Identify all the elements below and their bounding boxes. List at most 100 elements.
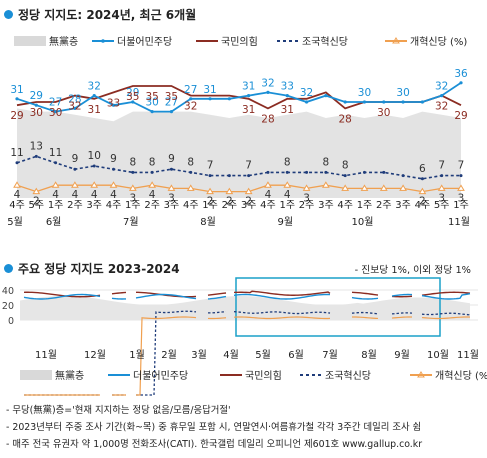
dem-label: 31 bbox=[242, 81, 255, 93]
x-tick-label: 12월 bbox=[84, 349, 106, 361]
rebuild-point bbox=[266, 170, 270, 174]
rebuild-point bbox=[208, 174, 212, 178]
section-title-recent: 정당 지지도: 2024년, 최근 6개월 bbox=[4, 6, 196, 23]
dem-label: 30 bbox=[358, 87, 371, 99]
dem-label: 28 bbox=[68, 93, 81, 105]
x-tick-label: 8월 bbox=[361, 349, 377, 361]
legend-label-ppp: 국민의힘 bbox=[221, 36, 258, 48]
dem-label: 32 bbox=[261, 77, 274, 89]
ppp-label: 29 bbox=[10, 110, 23, 122]
ppp-label: 35 bbox=[126, 91, 139, 103]
week-tick-label: 1주 bbox=[202, 200, 218, 211]
dem-point bbox=[208, 97, 212, 101]
dem-label: 31 bbox=[10, 84, 23, 96]
legend-label-ppp: 국민의힘 bbox=[245, 370, 282, 382]
reform-label: 2 bbox=[245, 196, 252, 208]
reform-label: 4 bbox=[72, 189, 79, 201]
legend-label-reform: 개혁신당 (%) bbox=[410, 36, 467, 48]
week-tick-label: 4주 bbox=[415, 200, 431, 211]
x-tick-label: 11월 bbox=[457, 349, 479, 361]
reform-point bbox=[51, 181, 60, 188]
highlight-box bbox=[235, 277, 441, 337]
reform-line bbox=[16, 184, 461, 193]
dem-label: 27 bbox=[165, 97, 178, 109]
month-tick-label: 8월 bbox=[200, 216, 216, 228]
dem-point bbox=[420, 100, 424, 104]
dem-point bbox=[34, 103, 38, 107]
footnote-2: - 2023년부터 주중 조사 기간(화~목) 중 휴무일 포함 시, 연말연시… bbox=[6, 422, 422, 433]
month-tick-label: 9월 bbox=[277, 216, 293, 228]
dem-label: 30 bbox=[396, 87, 409, 99]
legend-swatch-none bbox=[14, 36, 46, 46]
legend-label-none: 無黨층 bbox=[49, 35, 78, 48]
week-tick-label: 4주 bbox=[183, 200, 199, 211]
month-tick-label: 5월 bbox=[7, 216, 23, 228]
rebuild-point bbox=[150, 170, 154, 174]
dem-line bbox=[16, 82, 462, 113]
bullet-icon bbox=[4, 10, 13, 19]
ppp-label: 28 bbox=[338, 113, 351, 125]
dem-label: 31 bbox=[203, 84, 216, 96]
reform-point bbox=[71, 181, 79, 188]
rebuild-label: 8 bbox=[284, 156, 291, 168]
reform-point bbox=[128, 184, 137, 191]
rebuild-line bbox=[16, 155, 461, 180]
ppp-label: 32 bbox=[435, 101, 448, 113]
ppp-label: 30 bbox=[30, 107, 43, 119]
reform-point bbox=[283, 181, 292, 188]
rebuild-point bbox=[362, 170, 366, 174]
dem-label: 29 bbox=[30, 90, 43, 102]
reform-point bbox=[399, 184, 407, 191]
x-tick-label: 3월 bbox=[191, 349, 207, 361]
reform-label: 3 bbox=[438, 192, 445, 204]
x-tick-label: 7월 bbox=[322, 349, 338, 361]
reform-point bbox=[457, 184, 465, 191]
reform-label: 4 bbox=[265, 189, 272, 201]
rebuild-point bbox=[382, 170, 386, 174]
reform-point bbox=[264, 181, 272, 188]
legend-label-rebuild: 조국혁신당 bbox=[325, 370, 371, 382]
reform-label: 3 bbox=[458, 192, 465, 204]
footnote-3: - 매주 전국 유권자 약 1,000명 전화조사(CATI). 한국갤럽 데일… bbox=[6, 439, 423, 450]
x-tick-label: 2월 bbox=[161, 349, 177, 361]
reform-point bbox=[32, 187, 41, 195]
rebuild-label: 7 bbox=[245, 160, 252, 172]
legend-label-dem: 더불어민주당 bbox=[117, 36, 172, 48]
week-tick-label: 4주 bbox=[106, 200, 122, 211]
week-tick-label: 2주 bbox=[144, 200, 160, 211]
rebuild-point bbox=[285, 170, 289, 174]
week-tick-label: 1주 bbox=[279, 200, 295, 211]
week-tick-label: 1주 bbox=[125, 200, 141, 211]
dem-point bbox=[15, 97, 19, 101]
reform-label: 3 bbox=[129, 192, 136, 204]
week-tick-label: 2주 bbox=[222, 200, 238, 211]
reform-label: 2 bbox=[419, 196, 426, 208]
x-tick-label: 4월 bbox=[223, 349, 239, 361]
rebuild-point bbox=[420, 177, 424, 181]
dem-point bbox=[189, 97, 193, 101]
rebuild-label: 9 bbox=[110, 153, 117, 165]
x-tick-label: 9월 bbox=[394, 349, 410, 361]
reform-point bbox=[302, 184, 311, 191]
rebuild-point bbox=[459, 174, 463, 178]
ppp-label: 33 bbox=[107, 97, 120, 109]
reform-label: 2 bbox=[226, 196, 233, 208]
other-parties-note: - 진보당 1%, 이외 정당 1% bbox=[354, 265, 471, 276]
month-tick-label: 6월 bbox=[46, 216, 62, 228]
week-tick-label: 4주 bbox=[260, 200, 276, 211]
reform-point bbox=[13, 181, 21, 188]
reform-point bbox=[341, 184, 350, 191]
ppp-label: 32 bbox=[184, 101, 197, 113]
legend-swatch-none bbox=[20, 370, 52, 380]
dem-point bbox=[227, 97, 231, 101]
rebuild-label: 8 bbox=[129, 156, 136, 168]
rebuild-label: 6 bbox=[419, 163, 426, 175]
dem-point bbox=[324, 94, 328, 98]
dem-label: 27 bbox=[184, 84, 197, 96]
dem-point bbox=[304, 100, 309, 104]
week-tick-label: 1주 bbox=[357, 200, 373, 211]
dem-point bbox=[382, 100, 386, 104]
reform-point bbox=[225, 187, 234, 195]
rebuild-point bbox=[92, 164, 96, 168]
rebuild-point bbox=[227, 174, 231, 178]
